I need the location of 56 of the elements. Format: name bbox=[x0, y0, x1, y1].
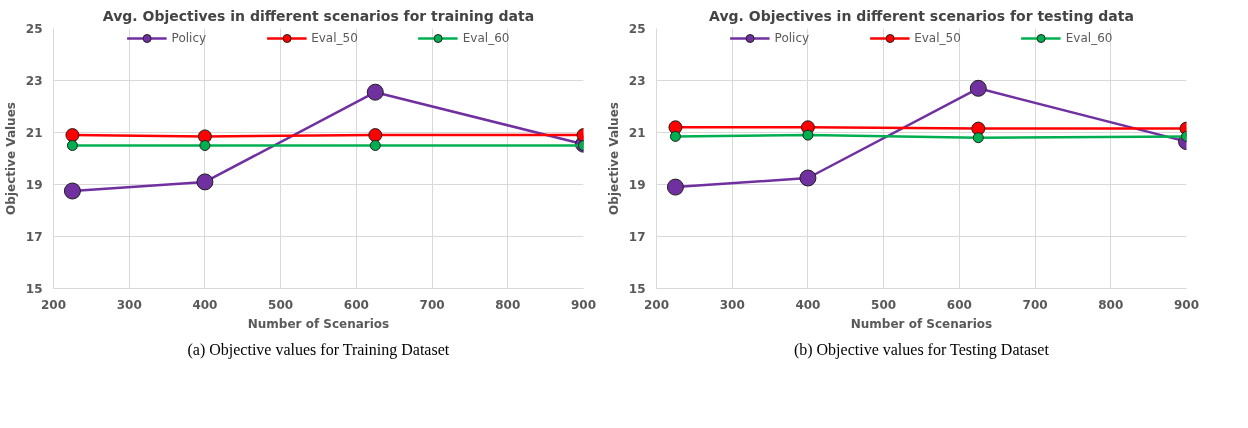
chart-title: Avg. Objectives in different scenarios for training data bbox=[102, 7, 535, 24]
legend-label: Policy bbox=[171, 31, 207, 45]
point bbox=[196, 173, 214, 191]
x-tick-label: 200 bbox=[643, 297, 670, 312]
x-tick-label: 900 bbox=[570, 297, 597, 312]
x-axis-title: Number of Scenarios bbox=[850, 316, 993, 331]
legend-label: Policy bbox=[774, 31, 810, 45]
point bbox=[199, 140, 211, 151]
x-tick-label: 500 bbox=[871, 297, 897, 312]
point bbox=[666, 178, 684, 196]
y-tick-label: 25 bbox=[628, 22, 646, 36]
point bbox=[972, 132, 984, 144]
point bbox=[66, 140, 78, 151]
y-tick-label: 23 bbox=[25, 74, 43, 88]
x-tick-label: 200 bbox=[40, 297, 67, 312]
x-tick-label: 500 bbox=[268, 297, 294, 312]
chart-title: Avg. Objectives in different scenarios for testing data bbox=[709, 7, 1134, 24]
point bbox=[366, 83, 384, 101]
y-tick-label: 19 bbox=[25, 178, 43, 192]
point bbox=[65, 128, 80, 143]
point bbox=[369, 140, 381, 151]
legend-label: Eval_60 bbox=[462, 31, 510, 45]
x-tick-label: 600 bbox=[343, 297, 369, 312]
point bbox=[368, 128, 383, 143]
x-tick-label: 700 bbox=[419, 297, 445, 312]
x-tick-label: 900 bbox=[1173, 297, 1200, 312]
x-tick-label: 300 bbox=[719, 297, 745, 312]
y-axis-title: Objective Values bbox=[3, 102, 18, 215]
x-tick-label: 300 bbox=[116, 297, 142, 312]
legend-label: Eval_50 bbox=[914, 31, 961, 45]
point bbox=[669, 130, 681, 142]
y-tick-label: 25 bbox=[25, 22, 43, 36]
y-tick-label: 21 bbox=[628, 126, 646, 140]
x-tick-label: 400 bbox=[192, 297, 218, 312]
legend-label: Eval_50 bbox=[311, 31, 358, 45]
y-tick-label: 21 bbox=[25, 126, 43, 140]
text: (b) Objective values for Testing Dataset bbox=[793, 340, 1050, 359]
x-axis-title: Number of Scenarios bbox=[247, 316, 390, 331]
x-tick-label: 800 bbox=[1098, 297, 1124, 312]
y-tick-label: 17 bbox=[25, 230, 43, 244]
y-tick-label: 23 bbox=[628, 74, 646, 88]
y-tick-label: 17 bbox=[628, 230, 646, 244]
point bbox=[799, 169, 817, 187]
point bbox=[969, 79, 987, 97]
y-axis-title: Objective Values bbox=[606, 102, 621, 215]
y-tick-label: 19 bbox=[628, 178, 646, 192]
legend-label: Eval_60 bbox=[1065, 31, 1113, 45]
y-tick-label: 15 bbox=[628, 282, 646, 296]
x-tick-label: 400 bbox=[795, 297, 821, 312]
point bbox=[802, 129, 814, 141]
x-tick-label: 700 bbox=[1022, 297, 1048, 312]
y-tick-label: 15 bbox=[25, 282, 43, 296]
text: (a) Objective values for Training Dataset bbox=[187, 340, 450, 359]
x-tick-label: 600 bbox=[946, 297, 972, 312]
point bbox=[63, 182, 81, 200]
x-tick-label: 800 bbox=[495, 297, 521, 312]
